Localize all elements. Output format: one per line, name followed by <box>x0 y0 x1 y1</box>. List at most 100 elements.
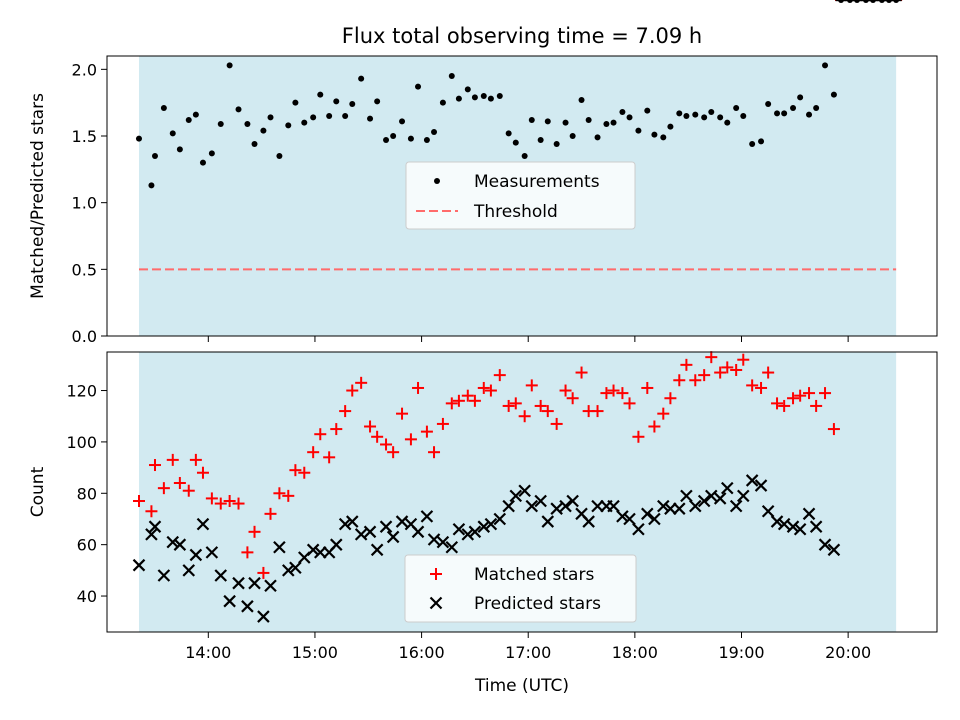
matched-star-point <box>787 392 800 405</box>
measurement-point <box>301 119 308 126</box>
count-x-ticks: 14:00 15:00 16:00 17:00 18:00 19:00 20:00 <box>185 632 871 662</box>
predicted-star-point <box>445 540 459 554</box>
predicted-star-point <box>436 535 450 549</box>
measurement-point <box>505 130 512 137</box>
predicted-star-point <box>257 610 270 623</box>
matched-star-point <box>794 389 807 402</box>
measurement-point <box>774 110 781 117</box>
matched-star-point <box>387 446 400 459</box>
measurement-point <box>701 114 708 121</box>
measurement-point <box>407 135 414 142</box>
predicted-star-point <box>534 494 547 508</box>
measurement-point <box>285 122 292 129</box>
predicted-star-point <box>461 528 475 541</box>
x-tick-label: 20:00 <box>825 643 871 662</box>
x-tick-label: 17:00 <box>505 643 551 662</box>
predicted-star-point <box>214 569 228 582</box>
matched-star-point <box>771 397 784 410</box>
measurement-point <box>806 111 813 118</box>
matched-star-point <box>223 494 236 507</box>
matched-star-point <box>282 489 295 502</box>
measurement-point <box>528 117 535 123</box>
y-tick-label: 60 <box>77 536 97 555</box>
measurement-point <box>192 111 199 118</box>
measurement-point <box>765 101 772 107</box>
matched-star-point <box>541 405 554 418</box>
measurement-point <box>797 94 804 101</box>
predicted-star-point <box>232 576 245 590</box>
matched-star-point <box>196 466 209 479</box>
measurement-point <box>708 109 715 115</box>
x-tick-label: 14:00 <box>185 643 231 662</box>
predicted-star-point <box>736 489 750 503</box>
y-tick-label: 40 <box>77 587 97 606</box>
predicted-star-point <box>427 533 441 546</box>
predicted-star-point <box>484 517 498 531</box>
measurement-point <box>626 114 633 121</box>
matched-star-point <box>493 369 506 382</box>
predicted-star-point <box>673 502 686 515</box>
matched-star-point <box>445 397 458 410</box>
x-tick-label: 16:00 <box>399 643 445 662</box>
matched-star-point <box>241 546 254 559</box>
predicted-star-point <box>477 520 491 533</box>
y-tick-label: 0.0 <box>72 327 97 346</box>
predicted-star-point <box>145 528 158 541</box>
matched-star-point <box>714 366 727 379</box>
matched-star-point <box>355 376 368 389</box>
y-tick-label: 100 <box>66 433 97 452</box>
matched-star-point <box>810 399 823 412</box>
matched-star-point <box>648 420 661 433</box>
measurement-point <box>521 153 528 159</box>
predicted-star-point <box>793 522 807 536</box>
matched-star-point <box>396 407 409 420</box>
measurement-point <box>830 91 837 98</box>
predicted-star-point <box>623 512 636 526</box>
predicted-star-point <box>705 489 718 503</box>
x-tick-label: 15:00 <box>292 643 338 662</box>
predicted-legend-glyph <box>429 596 443 610</box>
predicted-star-point <box>148 520 162 533</box>
matched-stars-legend-marker <box>430 568 442 580</box>
predicted-star-point <box>641 507 654 521</box>
matched-star-point <box>330 423 343 436</box>
predicted-star-point <box>395 515 409 528</box>
predicted-star-point <box>205 546 219 559</box>
matched-star-point <box>182 484 195 497</box>
matched-star-point <box>477 381 490 394</box>
measurement-point <box>585 117 592 123</box>
measurement-point <box>251 141 258 147</box>
predicted-star-point <box>566 494 579 508</box>
measurements-legend-marker <box>434 178 440 184</box>
measurement-point <box>562 119 569 126</box>
matched-star-point <box>248 525 261 538</box>
predicted-star-point <box>289 561 302 575</box>
measurement-point <box>569 133 576 139</box>
predicted-star-point <box>754 479 768 492</box>
y-tick-label: 2.0 <box>72 60 97 79</box>
measurement-point <box>724 119 731 126</box>
matched-star-point <box>600 387 613 400</box>
count-legend: Matched stars Predicted stars <box>404 554 637 623</box>
predicted-star-point <box>502 499 515 513</box>
count-panel: 40 60 80 100 120 14:00 15:00 16:00 17:00 18:00 19… <box>28 0 938 696</box>
predicted-star-point <box>607 499 620 513</box>
measurement-point <box>667 123 674 130</box>
measurement-point <box>610 119 617 126</box>
measurement-point <box>619 109 626 115</box>
matched-star-point <box>566 392 579 405</box>
count-y-axis-label: Count <box>28 466 48 517</box>
measurement-point <box>260 127 267 134</box>
y-tick-label: 120 <box>66 382 97 401</box>
matched-star-point <box>380 438 393 451</box>
measurement-point <box>676 110 683 117</box>
measurement-point <box>512 139 519 146</box>
measurement-point <box>487 95 494 102</box>
measurement-point <box>267 114 274 121</box>
measurement-point <box>651 131 658 138</box>
matched-star-point <box>502 399 515 412</box>
measurement-point <box>423 137 430 143</box>
measurement-point <box>199 159 206 166</box>
measurement-point <box>544 118 551 125</box>
measurement-point <box>635 127 642 134</box>
